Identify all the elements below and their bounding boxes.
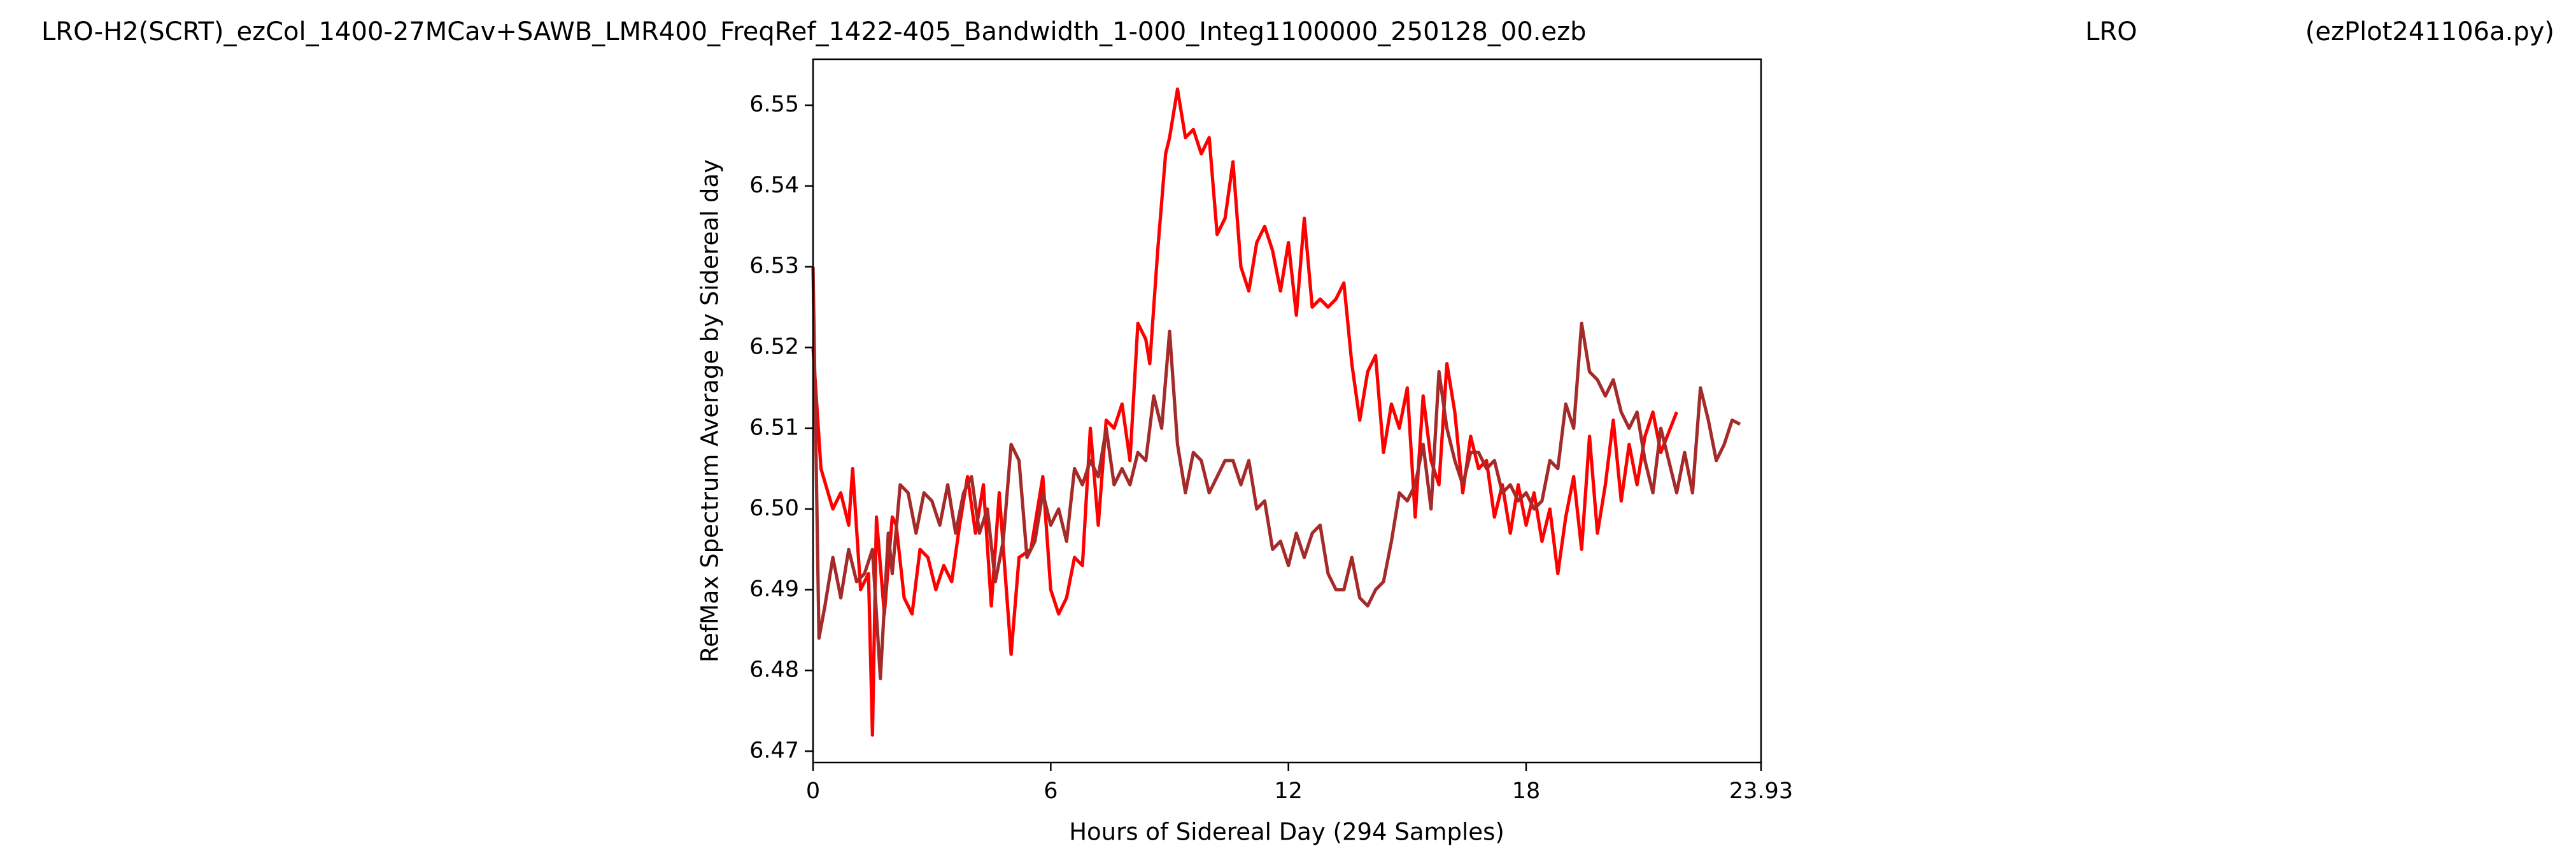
y-tick-label: 6.49 [749, 577, 799, 602]
x-tick-label: 12 [1274, 778, 1303, 804]
y-tick-label: 6.48 [749, 657, 799, 683]
x-tick-label: 23.93 [1729, 778, 1793, 804]
data-line [811, 87, 1678, 737]
x-tick-label: 18 [1512, 778, 1541, 804]
data-line [811, 266, 1741, 680]
x-tick-label: 0 [806, 778, 820, 804]
x-tick-label: 6 [1044, 778, 1058, 804]
plot-frame [812, 58, 1762, 764]
x-axis-label: Hours of Sidereal Day (294 Samples) [1069, 819, 1504, 846]
chart-title-script: (ezPlot241106a.py) [2305, 17, 2554, 47]
y-tick-label: 6.55 [749, 92, 799, 117]
y-tick-label: 6.51 [749, 415, 799, 440]
y-tick-label: 6.52 [749, 334, 799, 360]
y-axis-label: RefMax Spectrum Average by Sidereal day [697, 159, 724, 663]
y-tick-label: 6.50 [749, 496, 799, 521]
y-tick-label: 6.53 [749, 254, 799, 279]
chart-title-site: LRO [2085, 17, 2137, 47]
chart-title-file: LRO-H2(SCRT)_ezCol_1400-27MCav+SAWB_LMR4… [41, 17, 1587, 47]
y-tick-label: 6.54 [749, 173, 799, 198]
y-tick-label: 6.47 [749, 738, 799, 763]
